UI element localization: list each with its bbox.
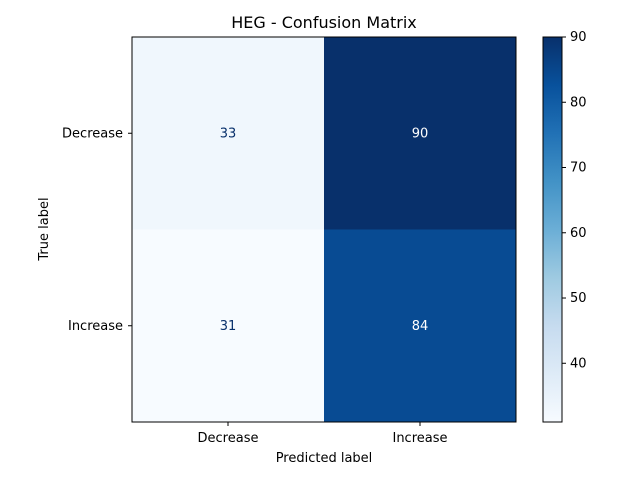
colorbar-ticks: 40 50 60 70 80 90	[562, 30, 587, 371]
chart-title: HEG - Confusion Matrix	[231, 13, 417, 32]
colorbar-tick-label: 60	[570, 226, 587, 241]
colorbar-tick-label: 80	[570, 95, 587, 110]
cell-value-label: 90	[412, 126, 429, 141]
heatmap-cell	[132, 229, 325, 423]
colorbar-tick-label: 40	[570, 356, 587, 371]
colorbar-tick-label: 70	[570, 161, 587, 176]
heatmap-cell	[132, 37, 325, 230]
colorbar	[542, 36, 563, 423]
x-tick-label: Decrease	[198, 431, 259, 446]
heatmap-cell-labels: 33 90 31 84	[220, 126, 429, 334]
y-axis-label: True label	[37, 197, 52, 261]
x-axis-ticks: Decrease Increase	[198, 422, 448, 446]
cell-value-label: 33	[220, 126, 237, 141]
x-axis-label: Predicted label	[276, 451, 373, 466]
colorbar-tick-label: 50	[570, 291, 587, 306]
heatmap-cell	[324, 229, 517, 423]
colorbar-tick-label: 90	[570, 30, 587, 45]
cell-value-label: 84	[412, 319, 429, 334]
x-tick-label: Increase	[392, 431, 447, 446]
y-axis-ticks: Decrease Increase	[62, 126, 132, 334]
plot-frame	[131, 36, 517, 423]
heatmap-cell	[324, 37, 517, 230]
heatmap-cells	[132, 37, 517, 423]
cell-value-label: 31	[220, 319, 237, 334]
y-tick-label: Decrease	[62, 126, 123, 141]
y-tick-label: Increase	[68, 319, 123, 334]
